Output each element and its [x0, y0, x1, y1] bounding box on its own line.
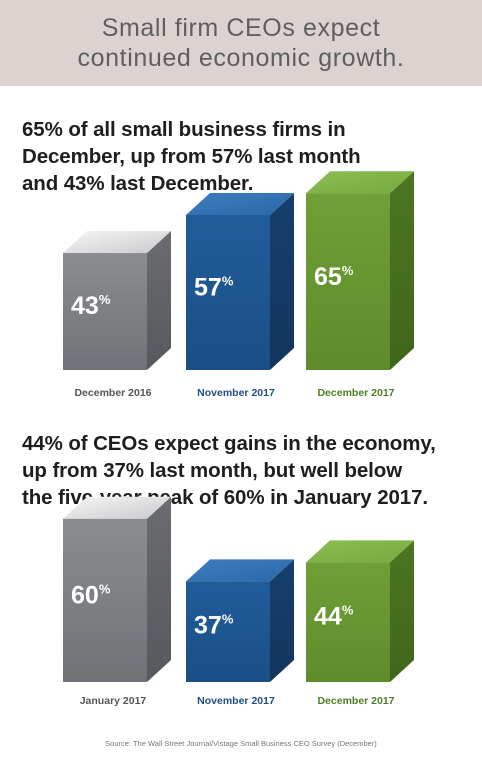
bar-value-unit: %	[342, 263, 354, 278]
headline-1-line-1: 65% of all small business firms in	[22, 118, 346, 141]
bar-2-2: 37%	[186, 559, 294, 682]
bar-value-unit: %	[222, 612, 234, 627]
bar-value-label: 65%	[314, 263, 354, 291]
title-banner: Small firm CEOs expect continued economi…	[0, 0, 482, 86]
bar-top-face	[63, 496, 171, 519]
bar-front-face	[63, 518, 147, 682]
bar-front-face	[186, 581, 270, 682]
headline-2-line-1: 44% of CEOs expect gains in the economy,	[22, 432, 436, 455]
category-label: November 2017	[197, 387, 275, 399]
bar-side-face	[390, 171, 414, 370]
bar-value-number: 57	[194, 274, 222, 302]
bar-1-3: 65%	[306, 171, 414, 370]
bar-top-face	[306, 540, 414, 563]
bar-value-label: 43%	[71, 292, 111, 320]
headline-1-line-3: and 43% last December.	[22, 172, 254, 195]
bar-top-face	[306, 171, 414, 194]
bar-value-label: 60%	[71, 582, 111, 610]
bar-value-number: 65	[314, 263, 342, 291]
bar-side-face	[390, 540, 414, 682]
category-label: December 2017	[317, 695, 394, 707]
category-label: December 2017	[317, 387, 394, 399]
bar-front-face	[186, 214, 270, 370]
title-line-2: continued economic growth.	[77, 44, 405, 72]
headline-2: 44% of CEOs expect gains in the economy,…	[22, 430, 472, 511]
bar-side-face	[270, 192, 294, 370]
bar-value-unit: %	[99, 292, 111, 307]
category-label: November 2017	[197, 695, 275, 707]
bar-1-2: 57%	[186, 192, 294, 370]
chart-1: 43% December 2016 57% November 2017 65% Decem…	[63, 171, 414, 399]
headline-1: 65% of all small business firms in Decem…	[22, 116, 472, 197]
source-note: Source: The Wall Street Journal/Vistage …	[105, 739, 377, 748]
bar-value-number: 37	[194, 612, 222, 640]
bar-value-number: 43	[71, 292, 99, 320]
bar-top-face	[63, 231, 171, 254]
bar-value-label: 37%	[194, 612, 234, 640]
bar-value-label: 57%	[194, 274, 234, 302]
category-label: December 2016	[74, 387, 151, 399]
bar-value-number: 44	[314, 603, 342, 631]
bar-front-face	[306, 193, 390, 370]
bar-side-face	[270, 559, 294, 682]
bar-top-face	[186, 559, 294, 582]
bar-value-unit: %	[99, 582, 111, 597]
headline-2-line-2: up from 37% last month, but well below	[22, 459, 403, 482]
headline-1-line-2: December, up from 57% last month	[22, 145, 361, 168]
bar-side-face	[147, 496, 171, 682]
bar-1-1: 43%	[63, 231, 171, 370]
bar-value-number: 60	[71, 582, 99, 610]
bar-value-unit: %	[342, 603, 354, 618]
bar-front-face	[306, 562, 390, 682]
bar-top-face	[186, 192, 294, 215]
bar-side-face	[147, 231, 171, 370]
bar-front-face	[63, 253, 147, 370]
bar-2-3: 44%	[306, 540, 414, 682]
title-line-1: Small firm CEOs expect	[101, 14, 381, 42]
category-label: January 2017	[80, 695, 147, 707]
chart-2: 60% January 2017 37% November 2017 44% Decemb…	[63, 496, 414, 707]
bar-value-unit: %	[222, 274, 234, 289]
bar-value-label: 44%	[314, 603, 354, 631]
bar-2-1: 60%	[63, 496, 171, 682]
